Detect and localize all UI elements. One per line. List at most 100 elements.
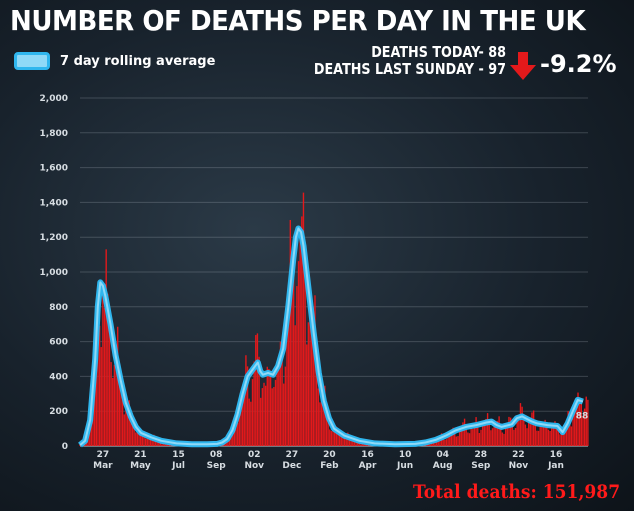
daily-bar bbox=[309, 305, 311, 446]
y-tick-label: 800 bbox=[49, 303, 68, 313]
daily-bar bbox=[135, 432, 137, 446]
deaths-today: DEATHS TODAY- 88 bbox=[371, 43, 506, 61]
daily-bar bbox=[276, 367, 278, 446]
daily-bar bbox=[269, 372, 272, 446]
x-tick-month: Aug bbox=[433, 461, 453, 471]
x-tick-month: Feb bbox=[320, 461, 339, 471]
total-deaths: Total deaths: 151,987 bbox=[412, 481, 620, 503]
x-tick-day: 02 bbox=[248, 450, 261, 460]
daily-bar bbox=[340, 435, 342, 446]
daily-bar bbox=[519, 403, 522, 446]
daily-bar bbox=[273, 386, 275, 446]
daily-bar bbox=[317, 388, 319, 446]
daily-bar bbox=[243, 381, 245, 446]
daily-bar bbox=[121, 398, 124, 446]
x-tick-month: Mar bbox=[93, 461, 113, 471]
daily-bar bbox=[490, 430, 492, 446]
daily-bars bbox=[79, 192, 589, 446]
daily-bar bbox=[126, 407, 129, 446]
x-tick-day: 28 bbox=[475, 450, 488, 460]
daily-bar bbox=[470, 426, 472, 446]
daily-bar bbox=[148, 437, 150, 446]
deaths-last-sunday: DEATHS LAST SUNDAY - 97 bbox=[313, 60, 506, 78]
x-tick-month: Jul bbox=[171, 461, 185, 471]
daily-bar bbox=[128, 400, 130, 446]
daily-bar bbox=[238, 413, 241, 446]
daily-bar bbox=[554, 421, 556, 446]
daily-bar bbox=[115, 344, 117, 446]
latest-value-label: 88 bbox=[576, 412, 589, 422]
daily-bar bbox=[235, 413, 237, 446]
daily-bar bbox=[315, 350, 318, 446]
y-tick-label: 200 bbox=[49, 407, 68, 417]
y-tick-label: 600 bbox=[49, 338, 68, 348]
x-tick-month: Sep bbox=[207, 461, 227, 471]
daily-bar bbox=[485, 418, 487, 446]
daily-bar bbox=[141, 432, 144, 446]
daily-bar bbox=[301, 216, 303, 446]
daily-bar bbox=[465, 429, 467, 446]
x-tick-month: May bbox=[130, 461, 151, 471]
daily-bar bbox=[454, 431, 456, 446]
daily-bar bbox=[463, 418, 466, 446]
daily-bar bbox=[156, 441, 158, 446]
daily-bar bbox=[108, 316, 111, 446]
daily-bar bbox=[299, 238, 301, 446]
daily-bar bbox=[97, 289, 99, 446]
daily-bar bbox=[329, 429, 331, 446]
daily-bar bbox=[516, 419, 518, 446]
daily-bar bbox=[319, 402, 321, 446]
daily-bar bbox=[532, 410, 535, 446]
daily-bar bbox=[281, 352, 283, 446]
daily-bar bbox=[98, 325, 101, 446]
daily-bar bbox=[304, 266, 306, 446]
daily-bar bbox=[491, 428, 494, 446]
daily-bar bbox=[350, 437, 352, 446]
daily-bar bbox=[102, 286, 104, 446]
x-tick-day: 21 bbox=[134, 450, 147, 460]
x-axis: 27Mar21May15Jul08Sep02Nov27Dec20Feb16Apr… bbox=[93, 450, 564, 471]
daily-bar bbox=[486, 413, 489, 446]
daily-bar bbox=[230, 431, 232, 446]
daily-bar bbox=[495, 421, 497, 446]
daily-bar bbox=[472, 429, 474, 446]
daily-bar bbox=[455, 436, 458, 446]
grid bbox=[80, 97, 588, 447]
daily-bar bbox=[580, 403, 582, 446]
daily-bar bbox=[143, 433, 145, 446]
daily-bar bbox=[256, 333, 259, 446]
x-tick-month: Sep bbox=[471, 461, 491, 471]
daily-bar bbox=[544, 419, 546, 446]
daily-bar bbox=[432, 442, 435, 446]
daily-bar bbox=[255, 335, 257, 446]
daily-bar bbox=[565, 419, 568, 446]
daily-bar bbox=[578, 397, 581, 446]
daily-bar bbox=[118, 366, 121, 446]
daily-bar bbox=[585, 396, 587, 446]
annotations: 88 bbox=[576, 412, 589, 422]
daily-bar bbox=[582, 415, 584, 446]
daily-bar bbox=[123, 414, 125, 446]
daily-bar bbox=[577, 392, 579, 446]
daily-bar bbox=[158, 441, 160, 446]
daily-bar bbox=[562, 429, 564, 446]
daily-bar bbox=[241, 393, 244, 446]
daily-bar bbox=[327, 420, 329, 446]
daily-bar bbox=[445, 439, 448, 446]
y-tick-label: 400 bbox=[49, 372, 68, 382]
daily-bar bbox=[246, 366, 249, 446]
daily-bar bbox=[291, 250, 293, 446]
daily-bar bbox=[570, 426, 573, 446]
x-tick-month: Dec bbox=[282, 461, 301, 471]
daily-bar bbox=[559, 434, 561, 446]
daily-bar bbox=[488, 422, 490, 446]
daily-bar bbox=[587, 399, 589, 446]
daily-bar bbox=[546, 422, 548, 446]
daily-bar bbox=[250, 401, 252, 446]
y-tick-label: 1,000 bbox=[40, 268, 68, 278]
daily-bar bbox=[266, 366, 268, 446]
daily-bar bbox=[508, 416, 510, 446]
x-tick-month: Apr bbox=[359, 461, 377, 471]
daily-bar bbox=[481, 425, 484, 446]
